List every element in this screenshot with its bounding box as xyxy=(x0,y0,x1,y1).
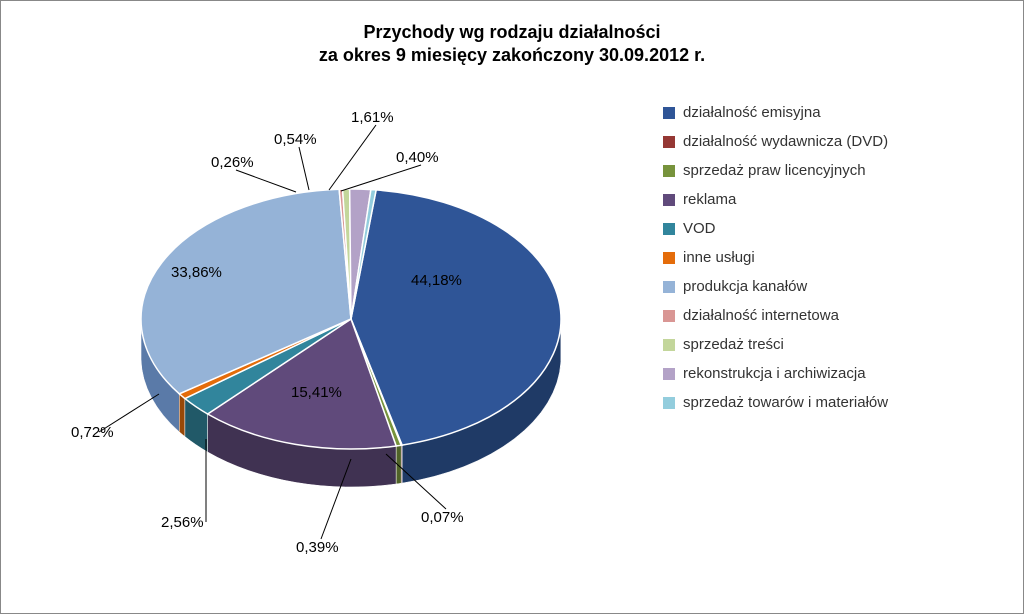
legend-label: reklama xyxy=(683,191,736,208)
slice-label: 15,41% xyxy=(291,384,342,401)
leader-line xyxy=(299,147,309,190)
legend-label: inne usługi xyxy=(683,249,755,266)
slice-label: 0,40% xyxy=(396,149,439,166)
chart-container: Przychody wg rodzaju działalności za okr… xyxy=(1,1,1023,613)
legend-swatch xyxy=(663,107,675,119)
legend-swatch xyxy=(663,136,675,148)
slice-label: 0,07% xyxy=(421,509,464,526)
legend-label: działalność wydawnicza (DVD) xyxy=(683,133,888,150)
legend-item: działalność emisyjna xyxy=(663,104,983,121)
legend-item: rekonstrukcja i archiwizacja xyxy=(663,365,983,382)
legend-label: rekonstrukcja i archiwizacja xyxy=(683,365,866,382)
leader-line xyxy=(341,165,421,191)
legend-label: sprzedaż praw licencyjnych xyxy=(683,162,866,179)
title-line-2: za okres 9 miesięcy zakończony 30.09.201… xyxy=(11,44,1013,67)
plot-area: 44,18% 0,07% 0,39% 15,41% 2,56% 0,72% 33,86% 0,… xyxy=(11,84,1013,594)
legend-swatch xyxy=(663,339,675,351)
leader-line xyxy=(329,125,376,190)
legend-swatch xyxy=(663,223,675,235)
legend-label: VOD xyxy=(683,220,716,237)
legend-swatch xyxy=(663,281,675,293)
slice-label: 2,56% xyxy=(161,514,204,531)
legend-item: sprzedaż praw licencyjnych xyxy=(663,162,983,179)
legend-item: reklama xyxy=(663,191,983,208)
legend-label: działalność internetowa xyxy=(683,307,839,324)
slice-label: 33,86% xyxy=(171,264,222,281)
legend-swatch xyxy=(663,194,675,206)
legend-label: działalność emisyjna xyxy=(683,104,821,121)
legend-item: sprzedaż treści xyxy=(663,336,983,353)
pie-slice-side xyxy=(179,394,185,437)
legend-swatch xyxy=(663,368,675,380)
legend-item: produkcja kanałów xyxy=(663,278,983,295)
slice-label: 44,18% xyxy=(411,272,462,289)
slice-label: 0,72% xyxy=(71,424,114,441)
legend: działalność emisyjna działalność wydawnic… xyxy=(663,104,983,423)
pie-chart: 44,18% 0,07% 0,39% 15,41% 2,56% 0,72% 33,86% 0,… xyxy=(41,94,641,574)
chart-title: Przychody wg rodzaju działalności za okr… xyxy=(11,21,1013,66)
legend-label: produkcja kanałów xyxy=(683,278,807,295)
slice-label: 0,39% xyxy=(296,539,339,556)
legend-item: działalność internetowa xyxy=(663,307,983,324)
slice-label: 1,61% xyxy=(351,109,394,126)
legend-swatch xyxy=(663,310,675,322)
legend-item: sprzedaż towarów i materiałów xyxy=(663,394,983,411)
slice-label: 0,54% xyxy=(274,131,317,148)
legend-swatch xyxy=(663,397,675,409)
legend-label: sprzedaż treści xyxy=(683,336,784,353)
title-line-1: Przychody wg rodzaju działalności xyxy=(11,21,1013,44)
legend-item: VOD xyxy=(663,220,983,237)
legend-label: sprzedaż towarów i materiałów xyxy=(683,394,888,411)
legend-swatch xyxy=(663,252,675,264)
slice-label: 0,26% xyxy=(211,154,254,171)
legend-item: działalność wydawnicza (DVD) xyxy=(663,133,983,150)
leader-line xyxy=(236,170,296,192)
legend-swatch xyxy=(663,165,675,177)
legend-item: inne usługi xyxy=(663,249,983,266)
